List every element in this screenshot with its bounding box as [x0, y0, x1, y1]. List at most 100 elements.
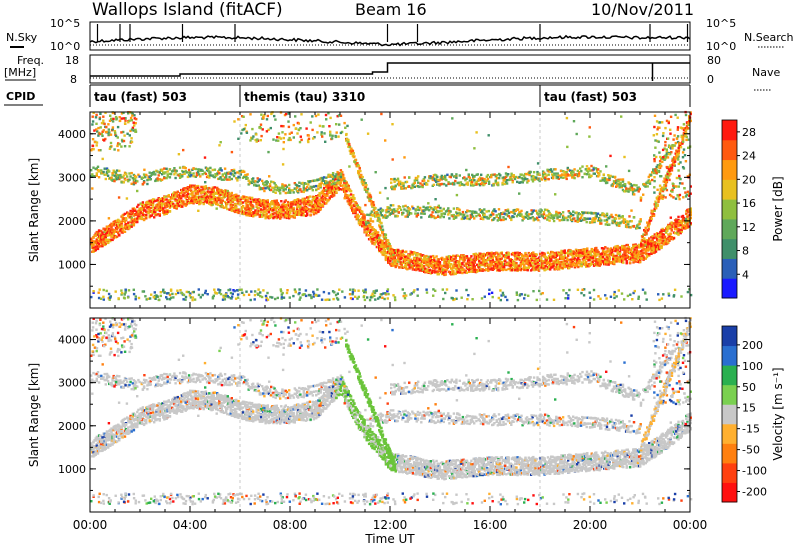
power-cell — [300, 190, 302, 192]
power-cell — [474, 267, 476, 269]
power-cell — [501, 261, 503, 263]
power-cell — [614, 250, 616, 252]
power-cell — [338, 173, 340, 175]
power-cell — [446, 174, 448, 176]
power-cell — [131, 183, 133, 185]
power-cell — [602, 256, 604, 258]
power-cell — [402, 250, 404, 252]
power-cell — [133, 224, 135, 226]
power-cell — [583, 248, 585, 250]
power-cell — [417, 175, 419, 177]
power-cell — [554, 168, 556, 170]
power-cell — [131, 172, 133, 174]
power-cell — [243, 171, 245, 173]
power-cell — [145, 174, 147, 176]
power-cell — [569, 250, 571, 252]
power-cell — [107, 242, 109, 244]
nave-label: Nave — [752, 66, 780, 79]
power-cell — [269, 205, 271, 207]
power-cell — [118, 170, 120, 172]
power-cell — [165, 168, 167, 170]
power-cell — [311, 203, 313, 205]
power-cell — [167, 170, 169, 172]
power-cell — [389, 260, 391, 262]
power-cell — [390, 182, 392, 184]
power-cell — [447, 267, 449, 269]
power-cell — [312, 189, 314, 191]
power-cell — [168, 195, 170, 197]
freq-trace — [90, 63, 690, 76]
power-cell — [252, 205, 254, 207]
power-cell — [586, 247, 588, 249]
power-cell — [461, 272, 463, 274]
power-cell — [504, 260, 506, 262]
power-cell — [201, 173, 203, 175]
power-cell — [541, 254, 543, 256]
power-cell — [467, 184, 469, 186]
station-title: Wallops Island (fitACF) — [92, 0, 283, 20]
power-cell — [433, 184, 435, 186]
power-cell — [124, 231, 126, 233]
power-cell — [343, 177, 345, 179]
power-cell — [402, 182, 404, 184]
power-cell — [101, 231, 103, 233]
power-cell — [183, 192, 185, 194]
power-cell — [447, 183, 449, 185]
power-cell — [454, 180, 456, 182]
power-cell — [298, 214, 300, 216]
power-cell — [303, 214, 305, 216]
power-cell — [242, 206, 244, 208]
power-cell — [419, 182, 421, 184]
power-cell — [123, 181, 125, 183]
power-cell — [433, 257, 435, 259]
power-cell — [164, 171, 166, 173]
power-cell — [183, 173, 185, 175]
power-cell — [499, 174, 501, 176]
power-cell — [315, 189, 317, 191]
power-cell — [451, 173, 453, 175]
power-cell — [466, 272, 468, 274]
power-cell — [100, 169, 102, 171]
power-cell — [318, 194, 320, 196]
power-cell — [234, 203, 236, 205]
power-cell — [427, 180, 429, 182]
power-cell — [289, 212, 291, 214]
power-cell — [548, 178, 550, 180]
freq-label-line2: [MHz] — [4, 66, 36, 79]
power-cell — [174, 177, 176, 179]
power-cell — [407, 259, 409, 261]
power-cell — [609, 258, 611, 260]
cpid-segment-label: tau (fast) 503 — [544, 90, 637, 104]
power-cell — [482, 268, 484, 270]
power-cell — [255, 185, 257, 187]
power-cell — [145, 214, 147, 216]
power-cell — [322, 198, 324, 200]
power-cell — [171, 205, 173, 207]
power-cell — [675, 225, 677, 227]
power-cell — [98, 176, 100, 178]
power-cell — [417, 182, 419, 184]
nsky-trace — [90, 36, 690, 46]
power-cell — [507, 173, 509, 175]
power-cell — [463, 184, 465, 186]
power-cell — [318, 192, 320, 194]
power-cell — [326, 181, 328, 183]
power-cell — [384, 249, 386, 251]
power-cell — [638, 251, 640, 253]
power-cell — [348, 194, 350, 196]
power-cell — [96, 172, 98, 174]
power-cell — [127, 221, 129, 223]
power-cell — [393, 178, 395, 180]
power-cell — [501, 182, 503, 184]
power-cell — [495, 180, 497, 182]
power-cell — [399, 181, 401, 183]
power-cell — [224, 168, 226, 170]
power-cell — [266, 213, 268, 215]
power-cell — [340, 176, 342, 178]
power-cell — [335, 191, 337, 193]
power-cell — [280, 200, 282, 202]
power-cell — [604, 246, 606, 248]
power-cell — [254, 209, 256, 211]
power-cell — [250, 209, 252, 211]
power-cell — [481, 182, 483, 184]
